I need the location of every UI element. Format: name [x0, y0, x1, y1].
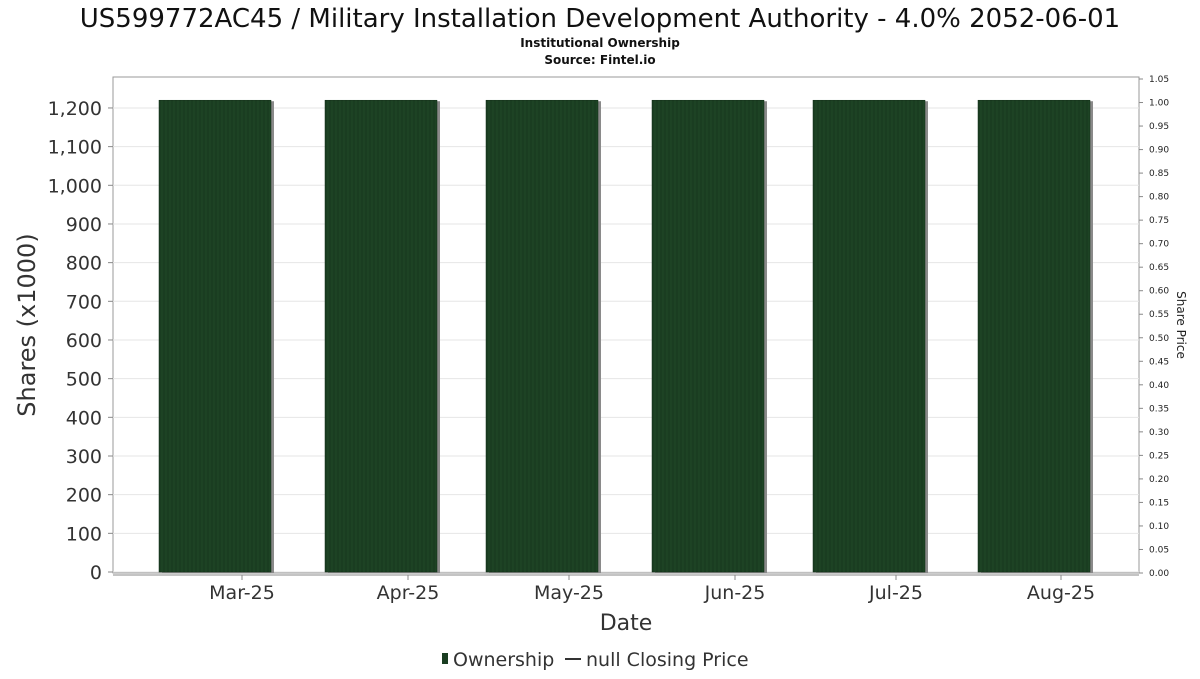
y2-tick-label: 0.40: [1149, 381, 1169, 391]
y2-tick-label: 0.60: [1149, 287, 1169, 297]
legend: Ownership null Closing Price: [442, 649, 749, 671]
y-tick-label: 400: [66, 407, 102, 429]
bar-texture: [488, 100, 598, 572]
y2-tick-label: 0.85: [1149, 169, 1169, 179]
x-tick-label: Jun-25: [704, 582, 766, 604]
y2-tick-label: 0.75: [1149, 216, 1169, 226]
y-tick-label: 200: [66, 485, 102, 507]
x-axis-label: Date: [600, 611, 653, 636]
y-axis: 0 100 200 300 400 500 600 700 800 900 1,000 1,100 1,…: [48, 98, 113, 584]
y2-tick-label: 0.80: [1149, 193, 1169, 203]
chart-subtitle: Institutional Ownership: [520, 36, 680, 50]
y2-tick-label: 0.90: [1149, 146, 1169, 156]
ownership-bar: [651, 99, 765, 573]
bar-texture: [980, 100, 1090, 572]
y2-axis: 0.00 0.05 0.10 0.15 0.20 0.25 0.30 0.35 0.40 0.45…: [1139, 75, 1169, 579]
x-tick-label: Jul-25: [868, 582, 923, 604]
x-axis: Mar-25 Apr-25 May-25 Jun-25 Jul-25 Aug-25: [209, 575, 1095, 604]
y2-tick-label: 0.05: [1149, 545, 1169, 555]
y-tick-label: 900: [66, 214, 102, 236]
y2-tick-label: 0.65: [1149, 263, 1169, 273]
ownership-bar: [812, 99, 926, 573]
y-tick-label: 800: [66, 253, 102, 275]
bar-texture: [327, 100, 437, 572]
y-tick-label: 0: [90, 562, 102, 584]
y2-tick-label: 0.25: [1149, 451, 1169, 461]
y2-tick-label: 0.15: [1149, 498, 1169, 508]
y-tick-label: 500: [66, 369, 102, 391]
y2-tick-label: 0.95: [1149, 122, 1169, 132]
y2-tick-label: 0.45: [1149, 357, 1169, 367]
y2-tick-label: 0.00: [1149, 569, 1169, 579]
ownership-bar: [324, 99, 438, 573]
y-tick-label: 100: [66, 523, 102, 545]
y2-tick-label: 0.10: [1149, 522, 1169, 532]
y-tick-label: 1,000: [48, 175, 102, 197]
y-tick-label: 1,200: [48, 98, 102, 120]
y2-tick-label: 0.50: [1149, 334, 1169, 344]
y2-tick-label: 0.35: [1149, 404, 1169, 414]
x-tick-label: Mar-25: [209, 582, 275, 604]
legend-price-label: null Closing Price: [586, 649, 749, 671]
x-tick-label: Apr-25: [377, 582, 440, 604]
y2-tick-label: 0.30: [1149, 428, 1169, 438]
legend-ownership-label: Ownership: [453, 649, 554, 671]
plot-area: [112, 76, 1140, 574]
bar-texture: [815, 100, 925, 572]
y-tick-label: 300: [66, 446, 102, 468]
y2-tick-label: 1.05: [1149, 75, 1169, 85]
y2-tick-label: 0.70: [1149, 240, 1169, 250]
legend-ownership-swatch: [442, 653, 448, 664]
bars: [158, 99, 1093, 573]
y-tick-label: 700: [66, 291, 102, 313]
y-tick-label: 1,100: [48, 137, 102, 159]
chart-source: Source: Fintel.io: [544, 53, 655, 67]
ownership-bar: [158, 99, 272, 573]
y2-tick-label: 0.55: [1149, 310, 1169, 320]
bar-texture: [654, 100, 764, 572]
bar-texture: [161, 100, 271, 572]
ownership-bar: [485, 99, 599, 573]
y2-axis-label: Share Price: [1174, 291, 1188, 359]
chart-title: US599772AC45 / Military Installation Dev…: [80, 4, 1120, 34]
x-tick-label: May-25: [534, 582, 604, 604]
y2-tick-label: 1.00: [1149, 99, 1169, 109]
y2-tick-label: 0.20: [1149, 475, 1169, 485]
y-axis-label: Shares (x1000): [13, 233, 41, 416]
y-tick-label: 600: [66, 330, 102, 352]
gridlines: [113, 107, 1139, 573]
x-tick-label: Aug-25: [1027, 582, 1095, 604]
ownership-bar: [977, 99, 1091, 573]
